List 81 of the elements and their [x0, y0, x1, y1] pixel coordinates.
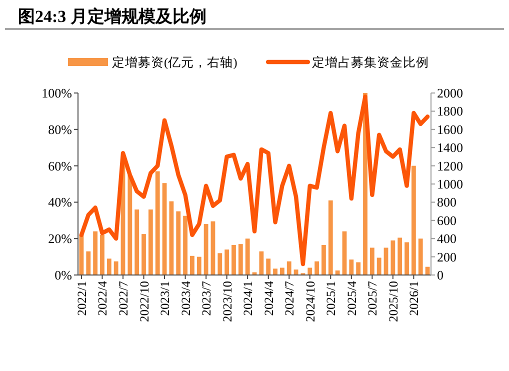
bar — [128, 174, 132, 275]
y2-tick-label: 1600 — [437, 122, 463, 137]
bar — [411, 166, 416, 275]
legend-label: 定增募资(亿元，右轴) — [112, 56, 238, 70]
y2-tick-label: 0 — [437, 268, 444, 282]
y2-tick-label: 600 — [437, 212, 456, 228]
bar — [404, 242, 409, 275]
bar — [204, 224, 208, 275]
bar — [176, 211, 181, 275]
x-tick-label: 2025/10 — [386, 281, 400, 322]
y2-tick-label: 400 — [437, 231, 456, 246]
bar — [322, 244, 326, 275]
bar — [232, 244, 236, 275]
bar — [114, 261, 118, 275]
bar — [390, 240, 396, 275]
bar — [398, 238, 402, 275]
bar — [224, 250, 230, 275]
bar — [93, 231, 98, 275]
bar — [259, 251, 264, 275]
bar — [308, 268, 312, 275]
x-tick-label: 2024/10 — [303, 281, 318, 322]
x-tick-label: 2023/1 — [158, 281, 172, 316]
bar — [218, 253, 222, 275]
y-tick-label: 60% — [48, 158, 72, 174]
bar — [155, 171, 160, 275]
bar — [245, 238, 250, 275]
line-series — [79, 94, 430, 266]
y2-tick-label: 800 — [437, 194, 456, 210]
y-tick-label: 100% — [42, 86, 72, 100]
bar — [376, 258, 382, 275]
bar — [418, 238, 423, 275]
bar — [169, 201, 174, 275]
bar — [210, 221, 216, 275]
bar — [106, 258, 112, 275]
x-tick-label: 2023/4 — [178, 280, 193, 316]
x-tick-label: 2022/10 — [137, 281, 152, 322]
bar — [384, 248, 388, 275]
y2-tick-label: 1200 — [437, 158, 463, 174]
y2-tick-label: 1400 — [437, 140, 463, 156]
bar — [142, 234, 146, 275]
x-tick-label: 2025/7 — [366, 281, 380, 316]
bar — [183, 216, 188, 275]
bar — [280, 268, 284, 275]
x-tick-label: 2026/1 — [407, 281, 422, 316]
x-tick-label: 2024/4 — [262, 280, 276, 316]
bar — [190, 256, 194, 275]
legend-label: 定增占募集资金比例 — [312, 56, 429, 70]
bar — [196, 256, 202, 275]
bar — [335, 270, 340, 275]
x-tick-label: 2023/7 — [200, 281, 214, 316]
chart-title: 图24:3 月定增规模及比例 — [18, 7, 206, 26]
bar — [238, 244, 243, 275]
x-tick-label: 2024/7 — [282, 281, 297, 316]
x-tick-label: 2022/7 — [116, 281, 130, 316]
y-tick-label: 80% — [48, 122, 72, 137]
y-tick-label: 40% — [48, 194, 72, 210]
x-tick-label: 2025/4 — [344, 280, 359, 316]
bar — [100, 234, 104, 275]
y-tick-label: 0% — [54, 268, 72, 282]
x-tick-label: 2025/1 — [324, 281, 338, 316]
y-tick-label: 20% — [48, 231, 72, 246]
bar — [370, 248, 374, 275]
bar — [148, 209, 153, 275]
bar — [266, 258, 271, 275]
y2-tick-label: 1000 — [437, 176, 463, 192]
bar — [273, 268, 278, 275]
bar — [328, 200, 333, 275]
x-tick-label: 2022/1 — [74, 281, 89, 316]
bar — [356, 262, 361, 275]
bar — [314, 261, 319, 275]
x-tick-label: 2022/4 — [96, 280, 110, 316]
y2-tick-label: 1800 — [437, 104, 463, 119]
y2-tick-label: 2000 — [437, 86, 463, 100]
bar — [162, 183, 167, 275]
bar — [349, 260, 354, 275]
x-tick-label: 2023/10 — [220, 281, 234, 322]
bar — [86, 251, 91, 275]
bar — [134, 209, 140, 275]
x-tick-label: 2024/1 — [241, 281, 256, 316]
y2-tick-label: 200 — [437, 249, 456, 264]
bar — [286, 261, 292, 275]
